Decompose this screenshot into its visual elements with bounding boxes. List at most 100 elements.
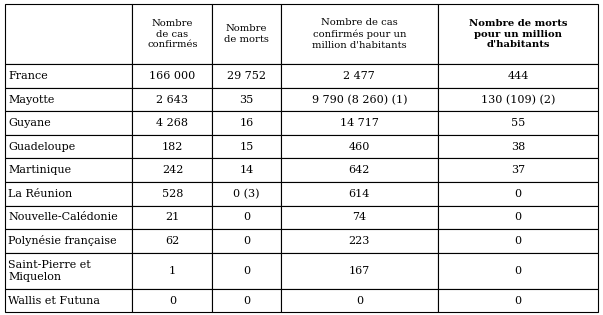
Bar [133,289,212,312]
Text: 38: 38 [511,142,525,152]
Text: Nombre de cas
confirmés pour un
million d'habitants: Nombre de cas confirmés pour un million … [312,19,406,50]
Text: 0 (3): 0 (3) [233,189,260,199]
Bar [212,289,281,312]
Bar [133,206,212,229]
Bar [212,158,281,182]
Text: 62: 62 [165,236,180,246]
Bar [133,182,212,206]
Text: Guadeloupe: Guadeloupe [8,142,76,152]
Text: 0: 0 [514,266,522,276]
Bar [212,182,281,206]
Text: La Réunion: La Réunion [8,189,73,199]
Text: 444: 444 [507,71,529,81]
Bar [438,4,598,64]
Bar [281,182,438,206]
Text: 130 (109) (2): 130 (109) (2) [481,94,555,105]
Text: 9 790 (8 260) (1): 9 790 (8 260) (1) [312,94,407,105]
Bar [5,289,133,312]
Bar [438,206,598,229]
Text: 242: 242 [162,165,183,175]
Bar [281,229,438,253]
Bar [281,88,438,112]
Bar [5,229,133,253]
Text: 29 752: 29 752 [227,71,266,81]
Bar [281,112,438,135]
Bar [438,229,598,253]
Text: 0: 0 [243,212,250,222]
Text: 0: 0 [243,296,250,306]
Text: 182: 182 [162,142,183,152]
Text: 15: 15 [239,142,254,152]
Bar [133,88,212,112]
Bar [212,206,281,229]
Text: Guyane: Guyane [8,118,51,128]
Bar [5,253,133,289]
Text: 21: 21 [165,212,180,222]
Bar [133,112,212,135]
Bar [5,112,133,135]
Text: 223: 223 [349,236,370,246]
Bar [212,4,281,64]
Text: 37: 37 [511,165,525,175]
Text: Saint-Pierre et
Miquelon: Saint-Pierre et Miquelon [8,260,91,282]
Text: Mayotte: Mayotte [8,94,55,105]
Bar [133,158,212,182]
Bar [212,64,281,88]
Text: 0: 0 [356,296,363,306]
Text: 167: 167 [349,266,370,276]
Text: Polynésie française: Polynésie française [8,235,117,246]
Text: 2 643: 2 643 [156,94,189,105]
Bar [212,229,281,253]
Text: Nombre
de cas
confirmés: Nombre de cas confirmés [147,19,198,49]
Bar [212,135,281,158]
Bar [5,135,133,158]
Text: 528: 528 [162,189,183,199]
Text: 74: 74 [352,212,367,222]
Text: 0: 0 [243,266,250,276]
Text: 14: 14 [239,165,254,175]
Bar [438,182,598,206]
Bar [133,229,212,253]
Bar [212,112,281,135]
Bar [438,253,598,289]
Text: Nombre
de morts: Nombre de morts [224,24,269,44]
Text: 4 268: 4 268 [156,118,189,128]
Text: 0: 0 [169,296,176,306]
Bar [281,64,438,88]
Text: 166 000: 166 000 [150,71,195,81]
Text: Nombre de morts
pour un million
d'habitants: Nombre de morts pour un million d'habita… [469,19,567,49]
Text: 0: 0 [514,236,522,246]
Text: 0: 0 [514,212,522,222]
Bar [281,135,438,158]
Bar [281,158,438,182]
Text: 460: 460 [349,142,370,152]
Text: Wallis et Futuna: Wallis et Futuna [8,296,101,306]
Text: France: France [8,71,48,81]
Bar [5,4,133,64]
Text: 35: 35 [239,94,254,105]
Text: 1: 1 [169,266,176,276]
Text: 642: 642 [349,165,370,175]
Text: 16: 16 [239,118,254,128]
Bar [281,4,438,64]
Bar [133,4,212,64]
Bar [5,158,133,182]
Bar [438,64,598,88]
Bar [133,135,212,158]
Bar [281,253,438,289]
Text: 0: 0 [514,296,522,306]
Bar [133,64,212,88]
Text: 0: 0 [514,189,522,199]
Text: 14 717: 14 717 [340,118,379,128]
Text: 55: 55 [511,118,525,128]
Text: 0: 0 [243,236,250,246]
Bar [212,253,281,289]
Bar [5,64,133,88]
Bar [438,289,598,312]
Text: Martinique: Martinique [8,165,72,175]
Bar [438,135,598,158]
Bar [438,158,598,182]
Bar [5,182,133,206]
Text: 2 477: 2 477 [344,71,375,81]
Text: 614: 614 [349,189,370,199]
